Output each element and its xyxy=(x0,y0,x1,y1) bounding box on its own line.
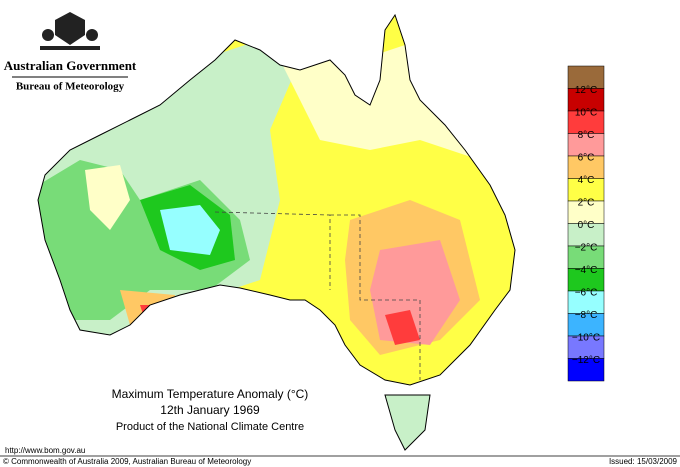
legend-label: 10°C xyxy=(575,108,597,119)
legend-label: 4°C xyxy=(578,175,595,186)
legend-label: 8°C xyxy=(578,130,595,141)
legend-label: −4°C xyxy=(575,265,598,276)
crest xyxy=(40,12,100,50)
agency: Bureau of Meteorology xyxy=(16,81,125,93)
url[interactable]: http://www.bom.gov.au xyxy=(5,446,85,455)
legend-label: 6°C xyxy=(578,153,595,164)
legend-label: −6°C xyxy=(575,288,598,299)
legend-label: 2°C xyxy=(578,198,595,209)
legend-label: −12°C xyxy=(572,355,600,366)
legend: 12°C 10°C 8°C 6°C 4°C 2°C 0°C −2°C −4°C −6°C −8°C −… xyxy=(567,65,605,382)
legend-label: −10°C xyxy=(572,333,600,344)
issued: Issued: 15/03/2009 xyxy=(609,457,678,466)
legend-label: −2°C xyxy=(575,243,598,254)
legend-label: −8°C xyxy=(575,310,598,321)
coastline xyxy=(37,13,516,451)
legend-label: 0°C xyxy=(578,220,595,231)
map-title: Maximum Temperature Anomaly (°C) xyxy=(112,387,309,401)
legend-label: 12°C xyxy=(575,85,597,96)
government: Australian Government xyxy=(4,58,137,73)
map-product: Product of the National Climate Centre xyxy=(116,421,304,433)
copyright: © Commonwealth of Australia 2009, Austra… xyxy=(3,457,251,466)
legend-swatch xyxy=(567,358,605,382)
map-date: 12th January 1969 xyxy=(160,403,260,417)
